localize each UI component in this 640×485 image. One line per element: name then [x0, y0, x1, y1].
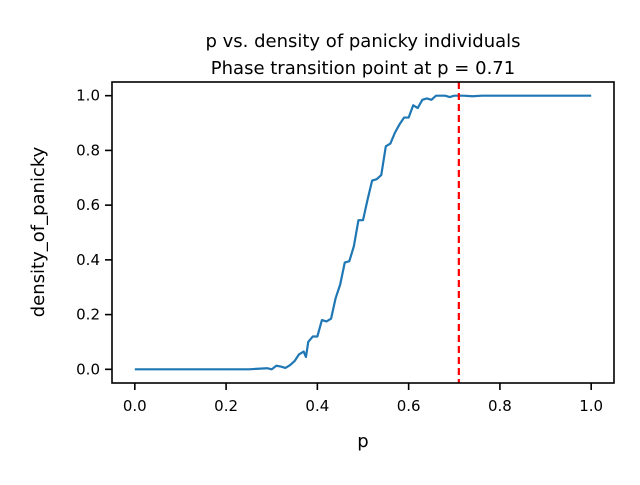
y-axis-ticks: 0.0 0.2 0.4 0.6 0.8 1.0: [76, 87, 112, 378]
x-tick-label: 0.2: [214, 397, 238, 415]
x-axis-label: p: [357, 431, 368, 452]
y-tick-label: 0.4: [76, 251, 100, 269]
y-tick-label: 1.0: [76, 87, 100, 105]
x-axis-ticks: 0.0 0.2 0.4 0.6 0.8 1.0: [123, 383, 603, 415]
chart-title: p vs. density of panicky individuals: [205, 31, 520, 52]
series-line-0: [134, 94, 592, 371]
x-tick-label: 0.4: [305, 397, 329, 415]
y-tick-label: 0.0: [76, 360, 100, 378]
y-tick-label: 0.6: [76, 196, 100, 214]
x-tick-label: 0.8: [488, 397, 512, 415]
plot-area: [134, 82, 592, 383]
x-tick-label: 0.6: [397, 397, 421, 415]
y-tick-label: 0.8: [76, 141, 100, 159]
x-tick-label: 0.0: [123, 397, 147, 415]
y-axis-label: density_of_panicky: [28, 146, 49, 317]
chart-subtitle: Phase transition point at p = 0.71: [211, 58, 515, 79]
axes-frame: [111, 81, 615, 384]
y-tick-label: 0.2: [76, 306, 100, 324]
x-tick-label: 1.0: [579, 397, 603, 415]
